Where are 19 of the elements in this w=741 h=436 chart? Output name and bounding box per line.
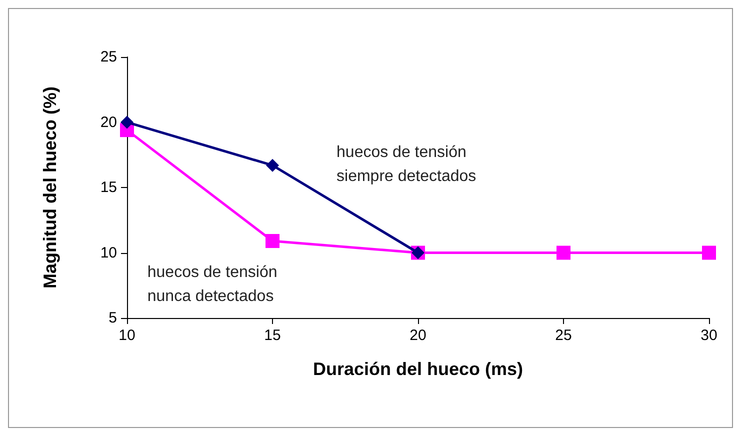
x-tick-label: 25 xyxy=(555,327,572,344)
y-tick-label: 25 xyxy=(100,48,117,66)
point xyxy=(120,116,134,129)
point xyxy=(702,246,716,260)
y-tick-label: 10 xyxy=(100,244,117,262)
y-tick-label: 15 xyxy=(100,179,117,196)
y-axis-title: Magnitud del hueco (%) xyxy=(40,86,60,288)
x-tick-label: 10 xyxy=(118,327,136,344)
point xyxy=(266,158,279,172)
x-tick-label: 15 xyxy=(264,327,281,344)
series-label: huecos de tensión siempre detectados xyxy=(336,144,476,186)
point xyxy=(266,234,280,248)
x-tick-label: 20 xyxy=(410,327,426,344)
y-tick-label: 5 xyxy=(108,310,117,326)
series-label: huecos de tensión nunca detectados xyxy=(147,264,282,306)
y-tick-label: 20 xyxy=(100,114,117,131)
point xyxy=(556,246,570,260)
x-axis-title: Duración del hueco (ms) xyxy=(312,359,524,379)
x-tick-label: 30 xyxy=(700,327,718,344)
